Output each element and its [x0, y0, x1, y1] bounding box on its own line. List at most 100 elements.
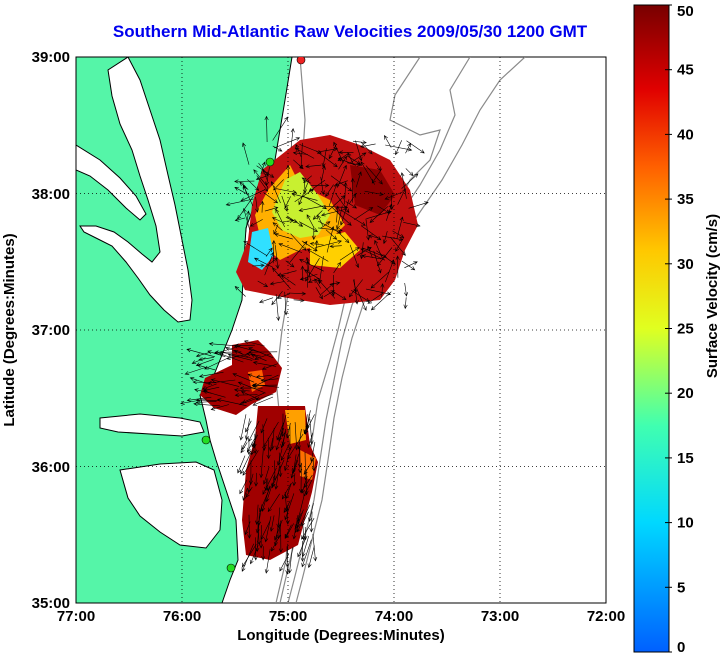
velocity-arrow — [271, 240, 276, 264]
velocity-arrow — [316, 239, 342, 248]
velocity-arrow — [329, 281, 341, 286]
velocity-arrow — [366, 288, 392, 296]
velocity-arrow — [370, 271, 390, 289]
velocity-arrow — [180, 398, 207, 405]
velocity-arrow — [307, 545, 315, 569]
velocity-arrow — [293, 298, 305, 303]
velocity-arrow — [248, 420, 260, 443]
velocity-arrow — [315, 150, 338, 168]
radar-site-marker — [296, 57, 306, 65]
velocity-arrow — [290, 128, 295, 148]
velocity-arrow — [360, 161, 375, 185]
colorbar-tick-label: 35 — [677, 191, 694, 208]
velocity-arrow — [265, 247, 273, 257]
velocity-arrow — [314, 278, 322, 289]
colorbar: 0 5 10 15 20 25 30 35 40 45 50 Surface Velocity (c… — [633, 3, 721, 656]
velocity-arrow — [186, 348, 215, 358]
albemarle-sound — [99, 413, 205, 437]
velocity-arrow — [386, 203, 393, 221]
velocity-arrow — [349, 193, 357, 204]
velocity-arrow — [214, 350, 242, 355]
colorbar-gradient — [633, 4, 670, 653]
velocity-arrow — [365, 165, 383, 185]
velocity-arrow — [396, 216, 404, 240]
velocity-arrow — [288, 425, 293, 451]
velocity-arrow — [408, 201, 429, 209]
bay-tributary — [76, 144, 147, 221]
velocity-arrow — [371, 168, 383, 184]
velocity-arrow — [347, 162, 362, 167]
velocity-arrow — [285, 523, 294, 539]
velocity-arrow — [290, 459, 299, 479]
velocity-arrow — [268, 437, 274, 452]
velocity-arrow — [400, 172, 407, 199]
colorbar-tick-label: 20 — [677, 385, 694, 402]
velocity-arrow — [367, 292, 384, 304]
velocity-arrow — [317, 214, 324, 226]
velocity-arrow — [262, 169, 268, 182]
velocity-arrow — [252, 360, 277, 367]
velocity-arrow — [297, 447, 302, 468]
velocity-arrow — [317, 147, 338, 153]
velocity-arrow — [203, 386, 220, 392]
velocity-arrow — [265, 478, 270, 492]
velocity-arrow — [292, 151, 308, 156]
velocity-arrow — [245, 486, 253, 498]
velocity-arrow — [297, 538, 307, 558]
velocity-arrow — [305, 256, 311, 280]
velocity-arrow — [292, 473, 297, 487]
x-tick-label: 72:00 — [587, 608, 625, 625]
velocity-arrow — [247, 373, 266, 381]
velocity-arrow — [291, 453, 300, 475]
velocity-arrow — [283, 500, 291, 514]
velocity-arrow — [303, 175, 312, 183]
velocity-arrow — [349, 152, 367, 164]
velocity-arrow — [253, 537, 258, 561]
chesapeake-bay — [79, 57, 193, 323]
velocity-arrow — [233, 388, 250, 393]
velocity-arrow — [360, 142, 373, 155]
velocity-arrow — [359, 143, 376, 149]
velocity-arrow — [364, 190, 384, 196]
velocity-arrow — [299, 462, 304, 494]
velocity-arrow — [285, 260, 295, 268]
velocity-arrow — [337, 153, 349, 161]
velocity-arrow — [252, 431, 257, 449]
velocity-arrow — [301, 522, 306, 541]
velocity-arrow — [351, 290, 370, 302]
velocity-arrow — [246, 439, 251, 455]
velocity-arrow — [320, 176, 325, 195]
velocity-arrow — [294, 188, 314, 203]
velocity-arrow — [232, 373, 255, 383]
velocity-arrow — [254, 472, 259, 487]
velocity-arrow — [395, 255, 400, 278]
colorbar-label: Surface Velocity (cm/s) — [704, 214, 721, 378]
velocity-arrow — [271, 534, 281, 552]
velocity-arrow — [305, 164, 322, 169]
velocity-arrow — [245, 210, 251, 233]
velocity-arrow — [306, 249, 329, 262]
velocity-arrow — [260, 200, 265, 213]
velocity-arrow — [259, 449, 264, 479]
velocity-arrow — [338, 150, 354, 155]
velocity-arrow — [248, 460, 253, 485]
y-axis: 35:00 36:00 37:00 38:00 39:00 Latitude (… — [1, 49, 70, 612]
velocity-arrow — [281, 428, 286, 447]
velocity-arrow — [298, 221, 319, 232]
velocity-arrow — [309, 441, 316, 462]
velocity-arrow — [304, 269, 321, 280]
y-tick-label: 38:00 — [32, 186, 70, 203]
velocity-arrow — [260, 161, 266, 175]
velocity-arrow — [202, 390, 226, 398]
velocity-arrow — [403, 222, 421, 228]
y-tick-label: 39:00 — [32, 49, 70, 66]
velocity-arrow — [294, 512, 302, 529]
velocity-arrow — [301, 240, 318, 252]
velocity-arrow — [333, 141, 344, 164]
velocity-arrow — [303, 451, 308, 481]
velocity-arrow — [361, 225, 382, 241]
velocity-arrow — [382, 231, 388, 245]
pamlico-sound — [119, 461, 223, 549]
colorbar-tick-label: 15 — [677, 450, 694, 467]
velocity-arrow — [255, 196, 259, 213]
